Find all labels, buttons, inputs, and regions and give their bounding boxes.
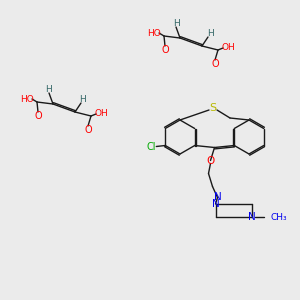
Text: O: O [206, 155, 214, 166]
Text: O: O [84, 125, 92, 135]
Text: S: S [209, 103, 217, 113]
Text: OH: OH [221, 44, 235, 52]
Text: O: O [34, 111, 42, 121]
Text: Cl: Cl [146, 142, 156, 152]
Text: HO: HO [147, 28, 161, 38]
Text: N: N [214, 193, 221, 202]
Text: H: H [207, 29, 213, 38]
Text: N: N [212, 199, 219, 209]
Text: H: H [80, 95, 86, 104]
Text: O: O [161, 45, 169, 55]
Text: H: H [46, 85, 52, 94]
Text: O: O [211, 59, 219, 69]
Text: HO: HO [20, 94, 34, 103]
Text: CH₃: CH₃ [271, 212, 287, 221]
Text: OH: OH [94, 110, 108, 118]
Text: H: H [172, 20, 179, 28]
Text: N: N [248, 212, 255, 222]
